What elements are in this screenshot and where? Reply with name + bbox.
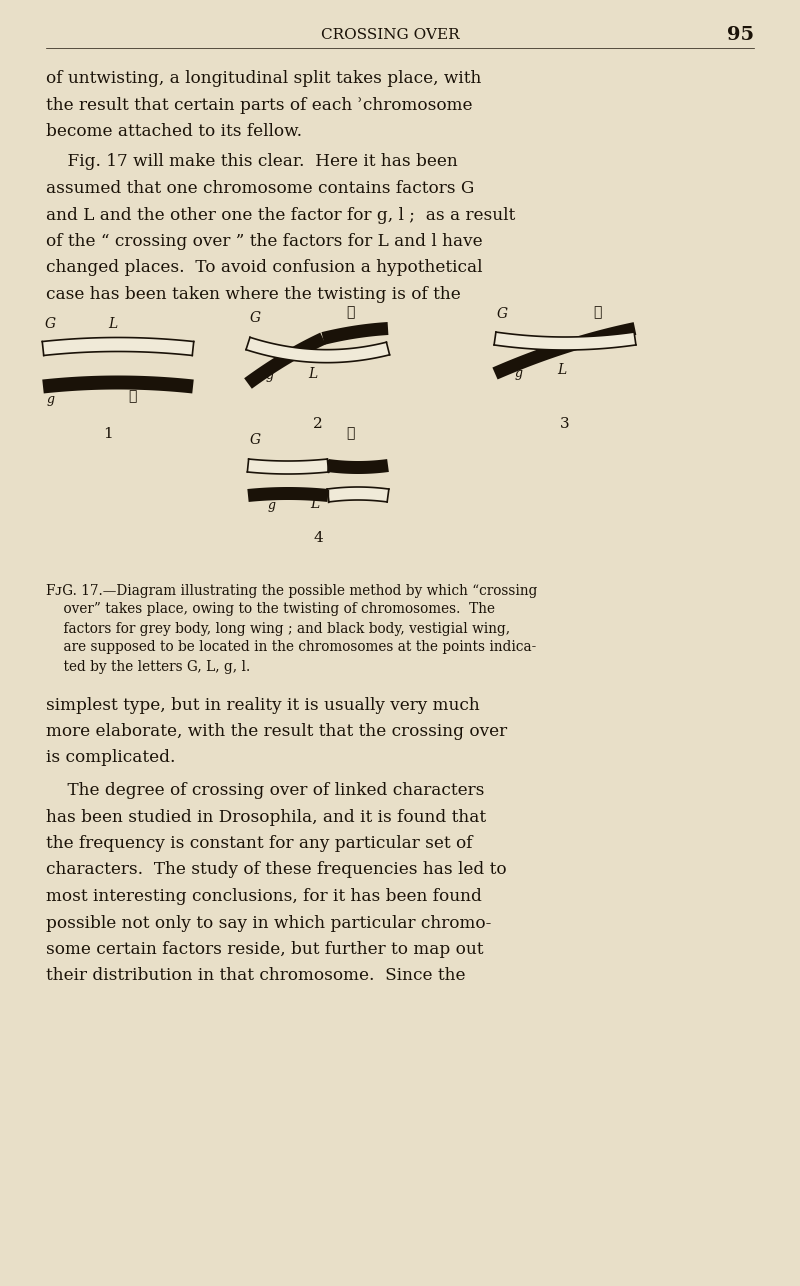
Text: L: L (308, 368, 318, 382)
Polygon shape (42, 337, 194, 355)
Text: assumed that one chromosome contains factors G: assumed that one chromosome contains fac… (46, 180, 474, 197)
Text: case has been taken where the twisting is of the: case has been taken where the twisting i… (46, 285, 461, 303)
Text: L: L (310, 496, 319, 511)
Text: 95: 95 (727, 26, 754, 44)
Text: ℓ: ℓ (346, 306, 354, 319)
Text: ℓ: ℓ (128, 390, 136, 404)
Text: has been studied in Drosophila, and it is found that: has been studied in Drosophila, and it i… (46, 809, 486, 826)
Polygon shape (494, 332, 636, 350)
Text: some certain factors reside, but further to map out: some certain factors reside, but further… (46, 941, 483, 958)
Text: is complicated.: is complicated. (46, 750, 175, 766)
Text: of the “ crossing over ” the factors for L and l have: of the “ crossing over ” the factors for… (46, 233, 482, 249)
Text: 3: 3 (560, 418, 570, 432)
Polygon shape (244, 333, 326, 388)
Text: G: G (250, 432, 261, 446)
Text: more elaborate, with the result that the crossing over: more elaborate, with the result that the… (46, 723, 507, 739)
Polygon shape (247, 487, 329, 502)
Polygon shape (327, 459, 389, 475)
Text: the result that certain parts of each ʾchromosome: the result that certain parts of each ʾc… (46, 96, 473, 113)
Text: G: G (250, 311, 261, 325)
Text: g: g (266, 369, 274, 382)
Text: the frequency is constant for any particular set of: the frequency is constant for any partic… (46, 835, 473, 853)
Text: 4: 4 (313, 531, 323, 544)
Polygon shape (42, 376, 194, 394)
Text: most interesting conclusions, for it has been found: most interesting conclusions, for it has… (46, 889, 482, 905)
Text: ℓ: ℓ (593, 306, 602, 319)
Text: g: g (47, 392, 55, 405)
Text: 2: 2 (313, 418, 323, 432)
Text: simplest type, but in reality it is usually very much: simplest type, but in reality it is usua… (46, 697, 480, 714)
Text: become attached to its fellow.: become attached to its fellow. (46, 123, 302, 140)
Text: factors for grey body, long wing ; and black body, vestigial wing,: factors for grey body, long wing ; and b… (46, 621, 510, 635)
Text: Fig. 17 will make this clear.  Here it has been: Fig. 17 will make this clear. Here it ha… (46, 153, 458, 171)
Text: ted by the letters G, L, g, l.: ted by the letters G, L, g, l. (46, 660, 250, 674)
Text: ℓ: ℓ (346, 427, 354, 441)
Text: g: g (268, 499, 276, 513)
Text: of untwisting, a longitudinal split takes place, with: of untwisting, a longitudinal split take… (46, 69, 482, 87)
Text: G: G (497, 307, 508, 322)
Text: possible not only to say in which particular chromo-: possible not only to say in which partic… (46, 914, 491, 931)
Text: over” takes place, owing to the twisting of chromosomes.  The: over” takes place, owing to the twisting… (46, 603, 495, 616)
Text: characters.  The study of these frequencies has led to: characters. The study of these frequenci… (46, 862, 506, 878)
Text: g: g (515, 367, 523, 379)
Text: L: L (557, 363, 566, 377)
Polygon shape (246, 337, 390, 363)
Polygon shape (247, 459, 329, 475)
Text: are supposed to be located in the chromosomes at the points indica-: are supposed to be located in the chromo… (46, 640, 536, 655)
Text: 1: 1 (103, 427, 113, 441)
Text: FᴊG. 17.—Diagram illustrating the possible method by which “crossing: FᴊG. 17.—Diagram illustrating the possib… (46, 584, 538, 598)
Polygon shape (322, 322, 388, 345)
Polygon shape (493, 322, 636, 379)
Text: G: G (45, 318, 56, 332)
Text: L: L (108, 318, 118, 332)
Text: CROSSING OVER: CROSSING OVER (321, 28, 459, 42)
Polygon shape (327, 487, 389, 502)
Text: their distribution in that chromosome.  Since the: their distribution in that chromosome. S… (46, 967, 466, 985)
Text: The degree of crossing over of linked characters: The degree of crossing over of linked ch… (46, 782, 484, 799)
Text: and L and the other one the factor for g, l ;  as a result: and L and the other one the factor for g… (46, 207, 515, 224)
Text: changed places.  To avoid confusion a hypothetical: changed places. To avoid confusion a hyp… (46, 260, 482, 276)
